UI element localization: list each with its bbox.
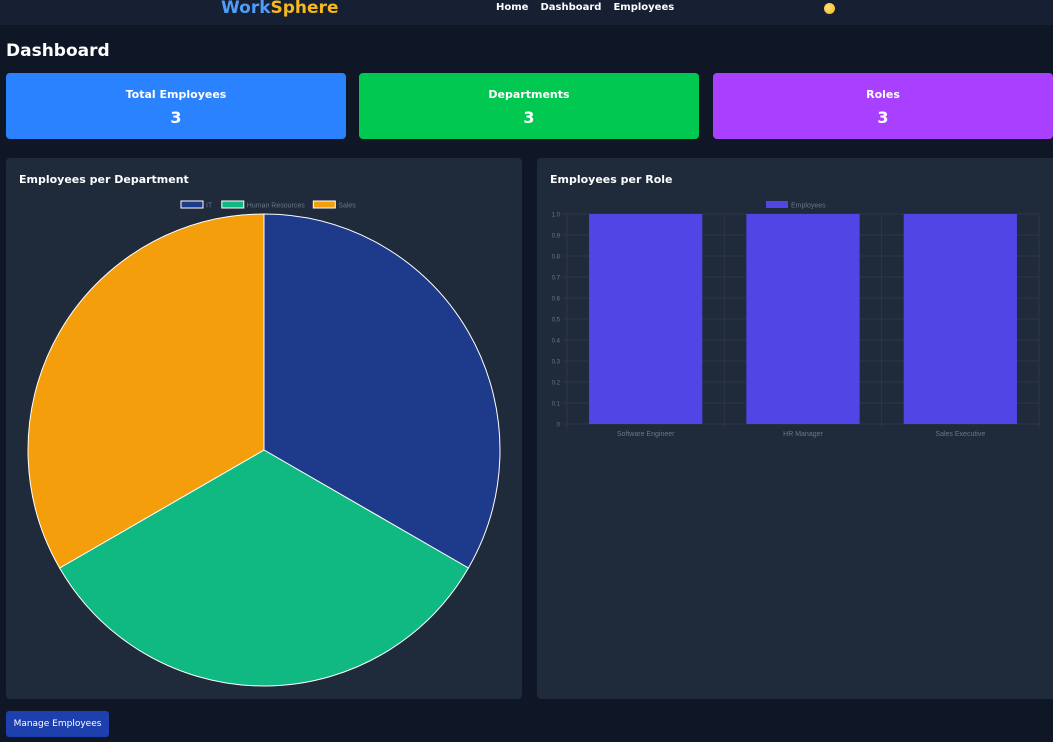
departments-card: Departments 3 bbox=[359, 73, 699, 139]
x-tick-label: HR Manager bbox=[783, 431, 823, 438]
y-tick-label: 0 bbox=[557, 423, 561, 429]
x-tick-label: Software Engineer bbox=[617, 431, 675, 438]
navbar: WorkSphere Home Dashboard Employees bbox=[0, 0, 1053, 25]
legend-swatch[interactable] bbox=[180, 200, 204, 209]
manage-employees-button[interactable]: Manage Employees bbox=[6, 711, 109, 737]
department-chart-title: Employees per Department bbox=[19, 173, 189, 186]
brand-logo[interactable]: WorkSphere bbox=[221, 0, 338, 17]
x-tick-label: Sales Executive bbox=[935, 431, 985, 438]
legend-label[interactable]: Human Resources bbox=[247, 203, 305, 210]
y-tick-label: 0.2 bbox=[552, 381, 561, 387]
role-chart-title: Employees per Role bbox=[550, 173, 673, 186]
pie-slice-sales[interactable] bbox=[27, 213, 265, 569]
stat-value: 3 bbox=[523, 108, 535, 127]
pie-slice-it[interactable] bbox=[263, 213, 501, 569]
y-tick-label: 0.5 bbox=[552, 318, 561, 324]
y-tick-label: 0.1 bbox=[552, 402, 561, 408]
legend-label[interactable]: Sales bbox=[338, 203, 356, 210]
bar-hr-manager[interactable] bbox=[746, 214, 860, 424]
roles-card: Roles 3 bbox=[713, 73, 1053, 139]
y-tick-label: 0.8 bbox=[552, 255, 561, 261]
legend-swatch[interactable] bbox=[312, 200, 336, 209]
y-tick-label: 0.7 bbox=[552, 276, 561, 282]
y-tick-label: 0.6 bbox=[552, 297, 561, 303]
stat-value: 3 bbox=[877, 108, 889, 127]
role-chart-panel: Employees per Role Employees 0 0.1 0.2 0.3 0.… bbox=[537, 158, 1053, 699]
nav-link-employees[interactable]: Employees bbox=[613, 2, 675, 13]
stat-value: 3 bbox=[170, 108, 182, 127]
brand-part-work: Work bbox=[221, 0, 271, 18]
role-bar-chart: Employees 0 0.1 0.2 0.3 0.4 0.5 0.6 0.7 0.8 0.9 1.0… bbox=[552, 201, 1040, 438]
y-tick-label: 0.9 bbox=[552, 234, 561, 240]
stat-label: Roles bbox=[866, 88, 900, 101]
department-chart-panel: Employees per Department IT Human Resourc… bbox=[6, 158, 522, 699]
page-title: Dashboard bbox=[6, 41, 110, 61]
brand-part-sphere: Sphere bbox=[270, 0, 339, 18]
y-tick-label: 1.0 bbox=[552, 213, 561, 219]
bar-software-engineer[interactable] bbox=[589, 214, 703, 424]
stat-label: Total Employees bbox=[125, 88, 227, 101]
nav-link-home[interactable]: Home bbox=[496, 2, 529, 13]
department-pie-chart: IT Human Resources Sales bbox=[27, 200, 501, 687]
stat-label: Departments bbox=[488, 88, 570, 101]
nav-link-dashboard[interactable]: Dashboard bbox=[540, 2, 602, 13]
legend-label[interactable]: IT bbox=[206, 203, 213, 210]
sun-icon[interactable] bbox=[824, 3, 835, 14]
legend-swatch[interactable] bbox=[221, 200, 245, 209]
nav-links: Home Dashboard Employees bbox=[496, 2, 674, 13]
total-employees-card: Total Employees 3 bbox=[6, 73, 346, 139]
y-tick-label: 0.4 bbox=[552, 339, 561, 345]
bar-sales-executive[interactable] bbox=[903, 214, 1017, 424]
legend-swatch[interactable] bbox=[766, 201, 788, 208]
pie-slice-human-resources[interactable] bbox=[58, 449, 470, 687]
y-tick-label: 0.3 bbox=[552, 360, 561, 366]
legend-label[interactable]: Employees bbox=[791, 203, 826, 210]
